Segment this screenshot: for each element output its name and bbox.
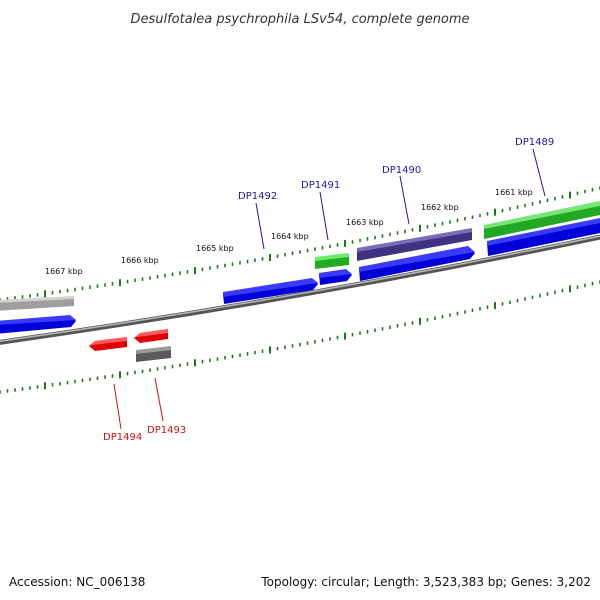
gene-callouts bbox=[113, 148, 546, 430]
gene-dp1493 bbox=[134, 329, 168, 343]
accession-text: Accession: NC_006138 bbox=[9, 575, 145, 589]
feature-dp1491-cog bbox=[315, 253, 349, 269]
gene-dp1490 bbox=[359, 246, 475, 281]
scale-labels: 1667 kbp 1666 kbp 1665 kbp 1664 kbp 1663… bbox=[45, 188, 533, 276]
label-dp1491[interactable]: DP1491 bbox=[301, 180, 340, 191]
scale-label-1666: 1666 kbp bbox=[121, 256, 159, 265]
scale-label-1664: 1664 kbp bbox=[271, 232, 309, 241]
callout-dp1492 bbox=[255, 202, 265, 250]
gene-blue-left bbox=[0, 315, 76, 334]
scale-label-1663: 1663 kbp bbox=[346, 218, 384, 227]
gene-labels: DP1492 DP1491 DP1490 DP1489 DP1494 DP149… bbox=[103, 137, 554, 443]
inner-tick-track bbox=[0, 280, 600, 394]
gene-dp1489 bbox=[487, 218, 600, 256]
callout-dp1490 bbox=[399, 175, 410, 225]
label-dp1492[interactable]: DP1492 bbox=[238, 191, 277, 202]
callout-dp1493 bbox=[154, 377, 164, 422]
feature-dp1490-cog bbox=[357, 228, 472, 261]
gene-dp1494 bbox=[89, 337, 127, 351]
label-dp1494[interactable]: DP1494 bbox=[103, 432, 142, 443]
callout-dp1491 bbox=[319, 191, 329, 241]
feature-gray-left bbox=[0, 296, 74, 311]
feature-dp1493-cog bbox=[136, 346, 171, 362]
gene-dp1492 bbox=[223, 278, 318, 304]
reverse-gene-features bbox=[89, 329, 168, 351]
forward-gene-features bbox=[0, 218, 600, 334]
topology-text: Topology: circular; Length: 3,523,383 bp… bbox=[260, 575, 591, 589]
scale-label-1661: 1661 kbp bbox=[495, 188, 533, 197]
gene-dp1491 bbox=[319, 269, 352, 285]
label-dp1489[interactable]: DP1489 bbox=[515, 137, 554, 148]
scale-label-1662: 1662 kbp bbox=[421, 203, 459, 212]
callout-dp1494 bbox=[113, 383, 122, 430]
label-dp1490[interactable]: DP1490 bbox=[382, 165, 421, 176]
scale-label-1667: 1667 kbp bbox=[45, 267, 83, 276]
feature-dp1489-cog bbox=[484, 201, 600, 239]
callout-dp1489 bbox=[532, 148, 546, 197]
scale-label-1665: 1665 kbp bbox=[196, 244, 234, 253]
genome-backbone bbox=[0, 234, 600, 345]
label-dp1493[interactable]: DP1493 bbox=[147, 425, 186, 436]
map-title: Desulfotalea psychrophila LSv54, complet… bbox=[130, 12, 469, 27]
forward-cog-features bbox=[0, 201, 600, 311]
outer-tick-track bbox=[0, 186, 600, 302]
